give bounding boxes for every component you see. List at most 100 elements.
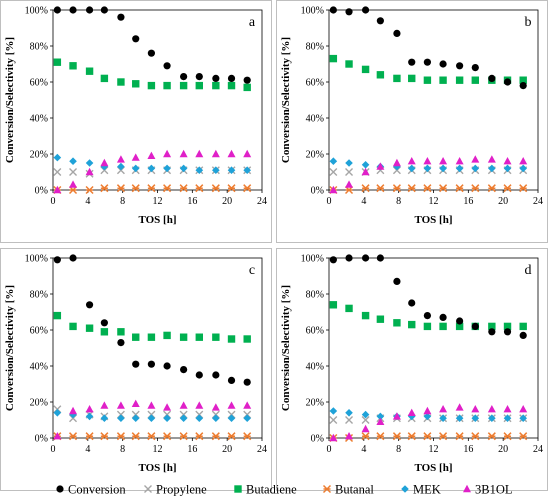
y-tick-label: 0% (311, 186, 324, 197)
data-point-conversion (423, 58, 432, 66)
data-point-mek (69, 410, 77, 419)
series-mek (329, 407, 527, 422)
data-point-butadiene (195, 333, 203, 341)
data-point-conversion (243, 76, 251, 84)
data-point-butanal (376, 432, 385, 441)
data-point-butanal (361, 184, 370, 193)
x-tick-label: 8 (396, 444, 401, 455)
data-point-conversion (100, 319, 108, 327)
y-tick-label: 80% (306, 290, 324, 301)
data-point-mek (519, 164, 527, 173)
data-point-butadiene (423, 76, 432, 84)
data-point-butanal (243, 432, 252, 441)
data-point-conversion (376, 254, 384, 262)
data-point-butadiene (376, 71, 385, 79)
data-point-butanal (116, 432, 125, 441)
x-tick-label: 12 (429, 444, 439, 455)
data-point-3b1ol (407, 408, 416, 416)
data-point-butanal (487, 184, 496, 193)
data-point-3b1ol (503, 405, 512, 413)
data-point-mek (163, 414, 171, 422)
data-point-conversion (345, 8, 353, 16)
chart-frame (276, 248, 548, 491)
legend-label: Butadiene (246, 483, 297, 497)
y-tick-label: 60% (306, 326, 324, 337)
data-point-3b1ol (487, 405, 496, 413)
data-point-3b1ol (392, 412, 401, 420)
data-point-mek (131, 164, 140, 173)
data-point-butadiene (117, 328, 125, 336)
data-point-mek (117, 414, 125, 422)
y-tick-label: 80% (30, 290, 48, 301)
data-point-butadiene (243, 83, 251, 92)
x-tick-label: 12 (153, 196, 163, 207)
legend-marker-3b1ol (463, 484, 471, 493)
data-point-conversion (361, 6, 370, 14)
data-point-mek (243, 414, 251, 422)
data-point-conversion (439, 60, 447, 68)
data-point-conversion (195, 73, 203, 81)
data-point-propylene (345, 416, 354, 424)
x-tick-label: 16 (187, 444, 197, 455)
data-point-3b1ol (455, 403, 464, 411)
data-point-butadiene (361, 311, 370, 320)
y-axis-label: Conversion/Selectivity [%] (280, 37, 292, 163)
data-point-butanal (211, 184, 220, 193)
data-point-butadiene (163, 331, 171, 340)
data-point-butadiene (227, 81, 236, 90)
data-point-3b1ol (243, 149, 252, 158)
data-point-butadiene (132, 333, 140, 341)
data-point-butadiene (227, 335, 236, 343)
legend-marker-conversion (56, 485, 64, 493)
legend-marker-butanal (322, 484, 332, 494)
chart-panel-a: 0% 20% 40% 60% 80% 100% 0 4 8 12 16 20 24 TOS [h] Conv… (0, 0, 272, 243)
legend-item-conversion: Conversion (56, 483, 126, 497)
data-point-butadiene (408, 320, 416, 329)
y-tick-label: 0% (311, 434, 324, 445)
data-point-conversion (163, 62, 171, 70)
chart-frame (276, 0, 548, 243)
data-point-butanal (227, 432, 236, 441)
data-point-butanal (147, 184, 156, 193)
data-point-3b1ol (439, 405, 448, 413)
data-point-butadiene (163, 81, 171, 90)
data-point-butadiene (53, 58, 62, 66)
data-point-mek (195, 414, 204, 422)
data-point-3b1ol (69, 406, 78, 415)
data-point-mek (503, 164, 512, 173)
data-point-3b1ol (407, 157, 416, 165)
data-point-butanal (147, 432, 156, 441)
data-point-butadiene (503, 322, 512, 331)
data-point-3b1ol (179, 149, 188, 158)
data-point-3b1ol (345, 432, 354, 440)
data-point-conversion (195, 371, 203, 379)
data-point-mek (147, 414, 156, 422)
data-point-3b1ol (471, 405, 480, 413)
data-point-3b1ol (423, 406, 432, 415)
data-point-conversion (132, 360, 140, 368)
x-tick-label: 4 (85, 444, 90, 455)
data-point-3b1ol (116, 155, 125, 163)
data-point-butanal (503, 432, 512, 441)
x-tick-label: 8 (120, 444, 125, 455)
data-point-butanal (100, 184, 109, 193)
data-point-conversion (85, 6, 94, 14)
data-point-butanal (471, 184, 480, 193)
x-tick-label: 0 (51, 196, 56, 207)
data-point-butanal (116, 184, 125, 193)
data-point-3b1ol (100, 158, 109, 167)
y-tick-label: 100% (25, 254, 48, 265)
data-point-mek (488, 164, 496, 173)
data-point-butadiene (439, 76, 447, 84)
data-point-mek (439, 414, 447, 422)
y-tick-label: 100% (25, 6, 48, 17)
legend-label: Conversion (68, 483, 126, 497)
x-axis-label: TOS [h] (414, 462, 452, 474)
data-point-3b1ol (455, 157, 464, 165)
x-tick-label: 16 (463, 444, 473, 455)
y-tick-label: 0% (35, 186, 48, 197)
data-point-3b1ol (85, 405, 94, 413)
data-point-butanal (163, 432, 172, 441)
data-point-propylene (345, 168, 354, 176)
data-point-butanal (423, 184, 432, 193)
